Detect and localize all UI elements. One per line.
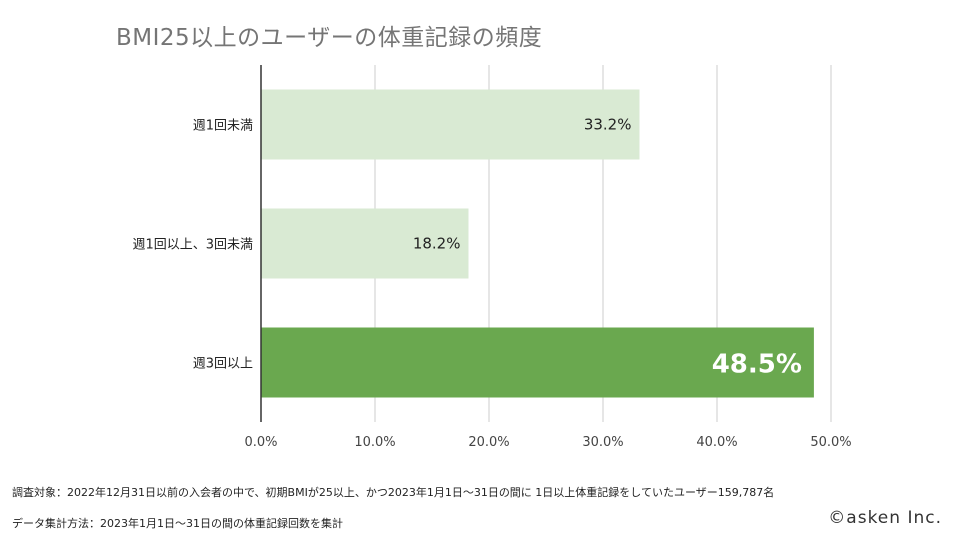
- category-label: 週1回未満: [193, 119, 253, 134]
- x-tick-label: 30.0%: [582, 435, 623, 450]
- x-tick-label: 50.0%: [810, 435, 851, 450]
- data-label: 33.2%: [584, 116, 632, 134]
- data-label: 48.5%: [712, 350, 802, 380]
- bar: [261, 327, 814, 398]
- bar-chart: 0.0% 10.0% 20.0% 30.0% 40.0% 50.0% 週1回未満 33.2% 週…: [132, 65, 852, 450]
- bar: [261, 89, 640, 160]
- footnote-aggregation: データ集計方法：2023年1月1日～31日の間の体重記録回数を集計: [12, 517, 343, 530]
- footnote-survey-target: 調査対象：2022年12月31日以前の入会者の中で、初期BMIが25以上、かつ2…: [12, 486, 775, 499]
- category-label: 週1回以上、3回未満: [132, 238, 253, 253]
- category-label: 週3回以上: [193, 357, 253, 372]
- data-label: 18.2%: [413, 235, 461, 253]
- x-tick-label: 20.0%: [468, 435, 509, 450]
- chart-title: BMI25以上のユーザーの体重記録の頻度: [116, 25, 543, 51]
- copyright: ©asken Inc.: [828, 508, 942, 528]
- bar: [261, 208, 469, 279]
- x-tick-label: 10.0%: [354, 435, 395, 450]
- x-tick-label: 40.0%: [696, 435, 737, 450]
- x-tick-label: 0.0%: [244, 435, 277, 450]
